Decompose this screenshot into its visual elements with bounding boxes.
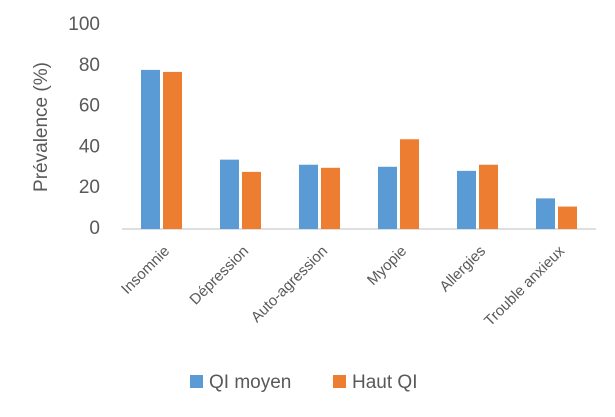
x-tick-label: Allergies	[436, 243, 489, 296]
x-tick-label: Dépression	[186, 243, 252, 309]
y-tick-label: 80	[79, 55, 100, 76]
bar	[479, 164, 498, 229]
x-tick-label: Trouble anxieux	[481, 242, 568, 329]
bar	[558, 206, 577, 229]
y-tick-label: 60	[79, 96, 100, 117]
bar	[242, 171, 261, 229]
legend-swatch	[190, 375, 203, 388]
x-tick-label: Auto-agression	[248, 243, 331, 326]
y-tick-label: 20	[79, 177, 100, 198]
x-tick-label: Insomnie	[118, 243, 173, 298]
bar	[220, 159, 239, 229]
bar	[321, 167, 340, 229]
bar	[378, 166, 397, 229]
bar	[163, 71, 182, 229]
y-tick-label: 100	[68, 14, 100, 35]
bar	[400, 139, 419, 229]
legend-swatch	[333, 375, 346, 388]
bar	[457, 170, 476, 229]
bar	[536, 198, 555, 229]
legend-label: QI moyen	[209, 372, 291, 393]
y-tick-label: 0	[89, 218, 100, 239]
y-tick-label: 40	[79, 136, 100, 157]
legend-label: Haut QI	[352, 372, 417, 393]
bar	[299, 164, 318, 229]
x-tick-label: Myopie	[364, 243, 410, 289]
bar	[141, 69, 160, 229]
y-axis-label: Prévalence (%)	[31, 62, 52, 192]
